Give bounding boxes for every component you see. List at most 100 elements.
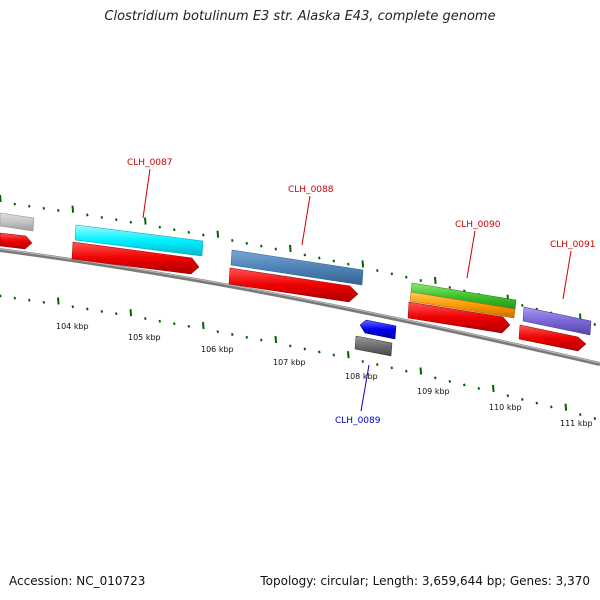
accession-text: Accession: NC_010723 [9,574,146,588]
major-tick [0,194,2,203]
minor-tick [231,333,234,336]
leader-0089 [360,364,370,412]
minor-tick [42,300,46,304]
ruler-label: 106 kbp [201,345,234,354]
minor-tick [115,312,118,316]
minor-tick [158,225,162,229]
minor-tick [28,298,31,302]
minor-tick [28,204,31,208]
genome-stats-text: Topology: circular; Length: 3,659,644 bp… [260,574,590,588]
minor-tick [100,215,104,219]
minor-tick [289,344,292,348]
minor-tick [260,338,263,342]
gene-label-0088[interactable]: CLH_0088 [288,185,334,195]
cds-arrow-0091[interactable] [518,324,587,352]
minor-tick [274,247,278,251]
gene-label-0089[interactable]: CLH_0089 [335,416,381,426]
minor-tick [260,244,263,248]
minor-tick [318,256,321,260]
gene-label-0087[interactable]: CLH_0087 [127,158,172,168]
minor-tick [202,233,205,237]
minor-tick [187,230,191,234]
minor-tick [173,228,176,232]
leader-0088 [301,195,311,246]
minor-tick [13,296,17,300]
minor-tick [42,206,46,210]
outer-tick-ring [0,194,597,326]
minor-tick [332,259,336,263]
minor-tick [318,350,321,354]
feature-cyan-0087[interactable] [74,224,204,257]
minor-tick [115,218,118,222]
genome-backbone [0,248,600,366]
minor-tick [347,262,350,266]
minor-tick [390,366,394,370]
minor-tick [303,347,307,351]
leader-0087 [142,168,151,219]
ruler-label: 110 kbp [489,403,522,412]
minor-tick [231,239,234,242]
minor-tick [405,369,408,373]
cds-arrow-0087[interactable] [71,241,200,275]
cds-arrow-partial[interactable] [0,232,33,250]
minor-tick [303,253,307,257]
minor-tick [405,275,408,279]
leader-0091 [562,250,572,300]
major-tick [361,260,365,268]
cds-arrow-0090[interactable] [407,301,511,334]
leader-0090 [466,230,476,279]
gene-label-0091[interactable]: CLH_0091 [550,240,595,250]
cds-arrow-0088[interactable] [228,267,359,303]
inner-tick-ring [0,294,597,420]
minor-tick [332,353,336,357]
minor-tick [521,397,524,401]
major-tick [564,403,568,411]
major-tick [419,367,423,375]
cds-arrow-0089[interactable] [359,319,397,340]
minor-tick [100,309,104,313]
minor-tick [579,413,582,417]
minor-tick [144,317,147,321]
minor-tick [434,376,437,380]
ruler-label: 108 kbp [345,372,378,381]
major-tick [129,309,133,317]
minor-tick [448,379,452,383]
map-title: Clostridium botulinum E3 str. Alaska E43… [104,9,496,24]
feature-dark-0089[interactable] [354,335,393,357]
major-tick [202,321,205,330]
minor-tick [173,322,176,326]
feature-orange-0090[interactable] [409,291,516,319]
minor-tick [158,319,162,323]
minor-tick [361,359,365,363]
minor-tick [245,335,249,339]
major-tick [492,384,495,393]
minor-tick [129,220,133,224]
minor-tick [86,213,89,217]
feature-steel-0088[interactable] [230,249,364,286]
major-tick [347,351,350,359]
minor-tick [71,305,75,309]
major-tick [144,217,147,225]
minor-tick [593,323,597,326]
ruler-label: 105 kbp [128,333,161,342]
minor-tick [390,272,394,276]
major-tick [434,276,437,284]
minor-tick [535,401,539,405]
ruler-label: 109 kbp [417,387,450,396]
ruler-label: 104 kbp [56,322,89,331]
minor-tick [376,269,379,273]
feature-grey-partial[interactable] [0,212,35,232]
gene-label-0090[interactable]: CLH_0090 [455,220,501,230]
major-tick [71,205,75,213]
minor-tick [245,241,249,245]
feature-purple-0091[interactable] [522,306,592,336]
ruler-label: 111 kbp [560,419,593,428]
minor-tick [0,294,2,298]
minor-tick [593,417,597,420]
minor-tick [216,330,220,334]
minor-tick [477,386,481,390]
minor-tick [86,307,89,311]
minor-tick [550,405,553,409]
major-tick [57,297,60,305]
